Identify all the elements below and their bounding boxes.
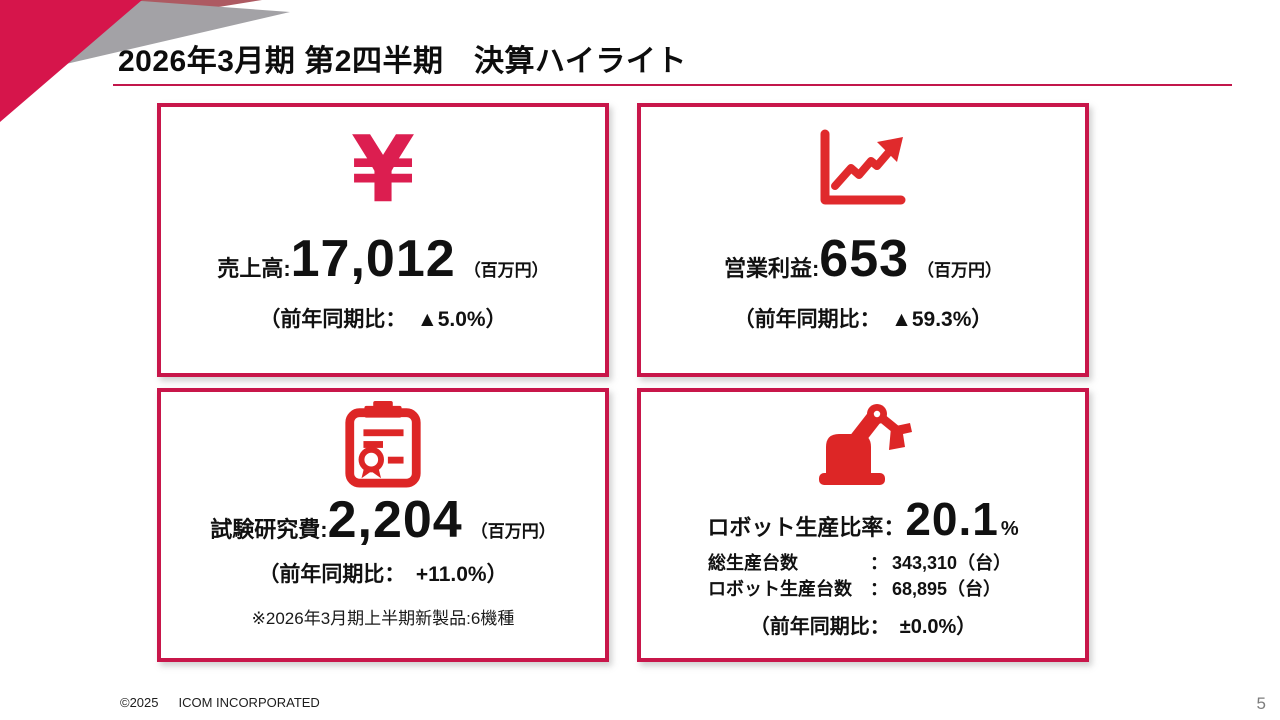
sales-yoy: （前年同期比： ▲5.0%） bbox=[259, 308, 507, 331]
rd-value: 2,204 bbox=[327, 491, 463, 549]
sales-value: 17,012 bbox=[290, 230, 456, 288]
yen-icon: ¥ bbox=[351, 117, 415, 223]
robot-production-separator: ： bbox=[870, 579, 888, 599]
sales-label: 売上高: bbox=[217, 256, 291, 281]
yen-glyph: ¥ bbox=[350, 116, 415, 223]
rd-main-line: 試験研究費: 2,204 （百万円） bbox=[210, 494, 555, 546]
deco-red-triangle bbox=[0, 0, 142, 122]
total-production-separator: ： bbox=[870, 553, 888, 573]
robot-production-label: ロボット生産台数 bbox=[708, 579, 852, 599]
profit-value: 653 bbox=[819, 230, 910, 288]
robot-ratio-value: 20.1 bbox=[905, 493, 999, 545]
page-number: 5 bbox=[1256, 694, 1266, 713]
total-production-row: 総生産台数 ： 343,310（台） bbox=[708, 550, 1018, 576]
footer: ©2025 ICOM INCORPORATED bbox=[120, 695, 320, 710]
rd-unit: （百万円） bbox=[470, 522, 556, 541]
card-sales: ¥ 売上高: 17,012 （百万円） （前年同期比： ▲5.0%） bbox=[157, 103, 609, 377]
profit-yoy: （前年同期比： ▲59.3%） bbox=[733, 308, 993, 331]
robot-yoy: （前年同期比： ±0.0%） bbox=[749, 616, 977, 638]
certificate-icon bbox=[339, 398, 427, 490]
robot-kpi-rows: 総生産台数 ： 343,310（台） ロボット生産台数 ： 68,895（台） bbox=[708, 550, 1018, 602]
rd-label: 試験研究費: bbox=[210, 517, 328, 542]
page-title: 2026年3月期 第2四半期 決算ハイライト bbox=[118, 45, 687, 78]
card-robot-production: ロボット生産比率： 20.1% 総生産台数 ： 343,310（台） ロボット生産台数… bbox=[637, 388, 1089, 662]
robot-production-value: 68,895（台） bbox=[892, 579, 1002, 599]
rd-yoy: （前年同期比： +11.0%） bbox=[258, 563, 508, 586]
profit-main-line: 営業利益: 653 （百万円） bbox=[724, 233, 1002, 285]
corner-decoration bbox=[0, 0, 290, 122]
robot-ratio-label: ロボット生産比率： bbox=[707, 515, 906, 540]
company-name: ICOM INCORPORATED bbox=[178, 695, 320, 710]
profit-unit: （百万円） bbox=[917, 261, 1003, 280]
rd-note: ※2026年3月期上半期新製品:6機種 bbox=[251, 609, 515, 628]
robot-arm-icon bbox=[811, 398, 915, 490]
title-underline bbox=[113, 84, 1232, 86]
copyright-text: ©2025 bbox=[120, 695, 159, 710]
sales-unit: （百万円） bbox=[463, 261, 549, 280]
deco-gray-stripe bbox=[40, 0, 290, 70]
total-production-label: 総生産台数 bbox=[708, 553, 798, 573]
sales-main-line: 売上高: 17,012 （百万円） bbox=[217, 233, 548, 285]
card-operating-profit: 営業利益: 653 （百万円） （前年同期比： ▲59.3%） bbox=[637, 103, 1089, 377]
profit-label: 営業利益: bbox=[723, 256, 820, 281]
total-production-value: 343,310（台） bbox=[892, 553, 1012, 573]
robot-ratio-unit: % bbox=[1000, 518, 1019, 540]
robot-production-row: ロボット生産台数 ： 68,895（台） bbox=[708, 576, 1018, 602]
card-rd-expenses: 試験研究費: 2,204 （百万円） （前年同期比： +11.0%） ※2026年3… bbox=[157, 388, 609, 662]
robot-main-line: ロボット生産比率： 20.1% bbox=[707, 496, 1018, 542]
line-chart-icon bbox=[815, 117, 911, 223]
